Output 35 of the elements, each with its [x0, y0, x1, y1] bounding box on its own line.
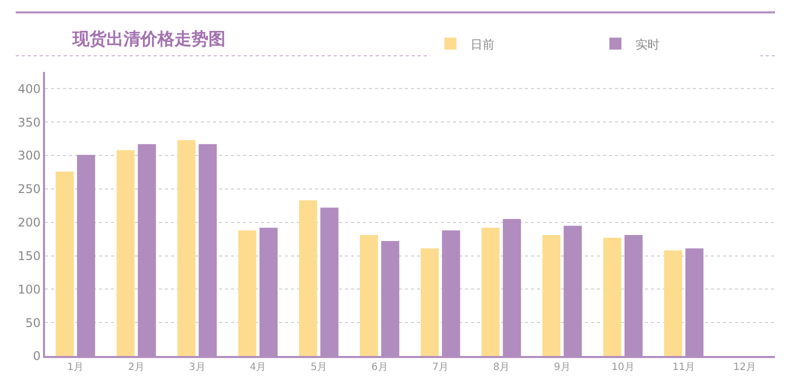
- x-tick-label: 9月: [554, 362, 570, 373]
- x-tick-label: 10月: [612, 362, 634, 373]
- x-tick-label: 8月: [493, 362, 510, 373]
- y-tick-label: 50: [25, 316, 41, 330]
- y-tick-label: 400: [18, 82, 41, 96]
- y-tick-label: 300: [18, 148, 41, 163]
- bar: [299, 200, 318, 356]
- bar: [177, 140, 196, 356]
- x-tick-label: 11月: [672, 362, 696, 373]
- y-tick-label: 0: [32, 349, 41, 364]
- bar: [482, 228, 500, 356]
- bar: [56, 172, 74, 356]
- y-tick-label: 250: [18, 182, 41, 196]
- legend-label: 实时: [635, 37, 660, 52]
- bar: [238, 230, 256, 356]
- bar: [116, 150, 135, 356]
- x-tick-label: 5月: [310, 362, 327, 373]
- bar: [360, 235, 378, 356]
- legend-label: 日前: [470, 37, 494, 52]
- bar: [542, 235, 560, 356]
- bar: [420, 248, 439, 356]
- y-tick-label: 350: [18, 115, 41, 130]
- x-tick-label: 4月: [250, 362, 266, 373]
- x-tick-label: 12月: [733, 362, 756, 373]
- x-tick-label: 2月: [128, 362, 144, 373]
- y-tick-label: 150: [18, 248, 41, 263]
- x-tick-label: 7月: [432, 362, 449, 373]
- chart-title: 现货出清价格走势图: [71, 29, 226, 50]
- y-tick-label: 100: [18, 282, 41, 296]
- x-tick-label: 6月: [371, 362, 388, 373]
- bar: [603, 238, 622, 356]
- x-tick-label: 1月: [67, 362, 84, 373]
- y-tick-label: 200: [18, 216, 41, 230]
- bar: [664, 250, 682, 356]
- x-tick-label: 3月: [188, 362, 206, 373]
